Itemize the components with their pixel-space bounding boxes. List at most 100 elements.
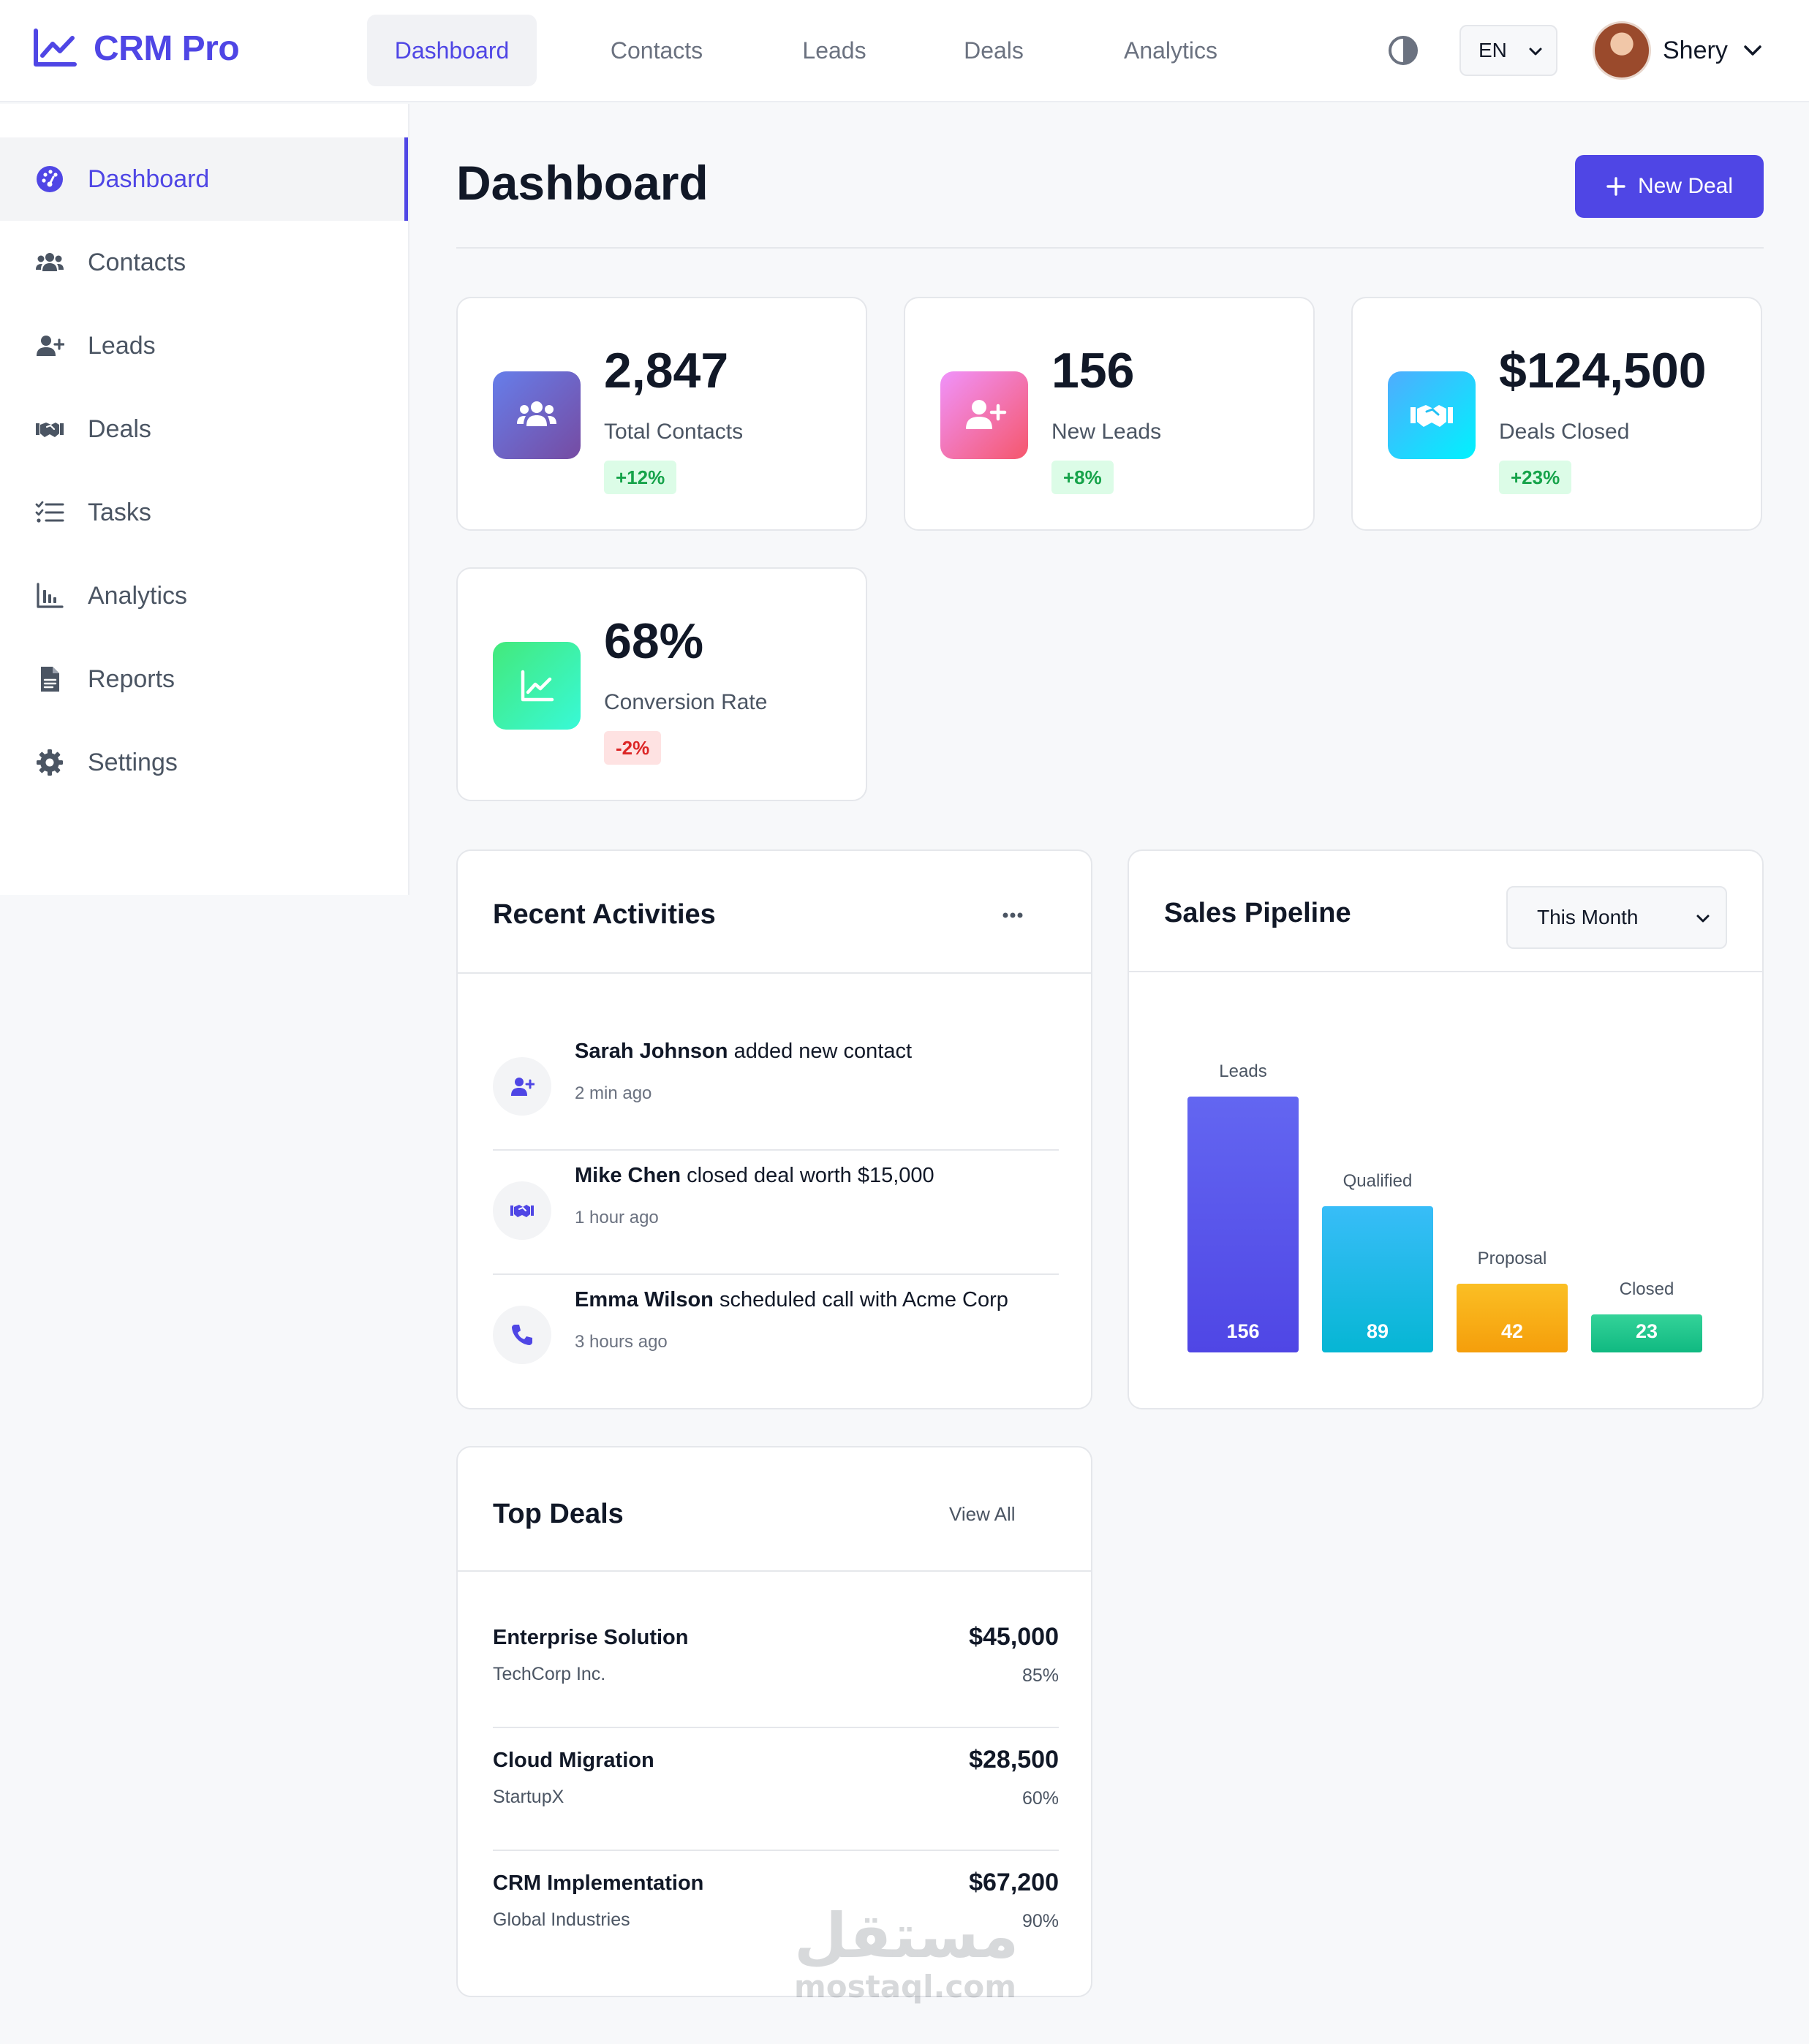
sidebar-item-settings[interactable]: Settings <box>0 721 408 804</box>
plus-icon <box>1606 177 1625 196</box>
activity-action: added new contact <box>733 1040 913 1063</box>
sidebar-item-deals[interactable]: Deals <box>0 387 408 471</box>
page-title: Dashboard <box>456 156 709 210</box>
chevron-down-icon <box>1696 915 1710 923</box>
activity-item[interactable]: Mike Chen closed deal worth $15,000 1 ho… <box>493 1151 1059 1275</box>
panel-divider <box>458 972 1091 974</box>
pipeline-chart: 156 Leads 89 Qualified 42 Proposal 23 Closed <box>1129 972 1762 1408</box>
pipeline-bar-value: 89 <box>1366 1320 1389 1342</box>
top-navbar: CRM Pro Dashboard Contacts Leads Deals A… <box>0 0 1809 102</box>
deal-name: CRM Implementation <box>493 1871 704 1895</box>
activity-icon-bg <box>493 1181 551 1240</box>
stat-icon-bg <box>1388 371 1476 459</box>
activity-time: 1 hour ago <box>575 1208 659 1227</box>
file-icon <box>41 667 59 692</box>
deal-amount: $28,500 <box>969 1746 1059 1774</box>
deal-company: TechCorp Inc. <box>493 1664 606 1684</box>
stat-card-new-leads: 156 New Leads +8% <box>904 297 1315 531</box>
panel-divider <box>1129 971 1762 972</box>
stat-change-badge: -2% <box>604 731 662 765</box>
activity-item[interactable]: Sarah Johnson added new contact 2 min ag… <box>493 1026 1059 1151</box>
deal-name: Enterprise Solution <box>493 1626 689 1649</box>
activity-time: 2 min ago <box>575 1083 652 1103</box>
sidebar-item-reports[interactable]: Reports <box>0 637 408 721</box>
sidebar-item-tasks[interactable]: Tasks <box>0 471 408 554</box>
stat-card-conversion-rate: 68% Conversion Rate -2% <box>456 567 867 801</box>
tasks-icon <box>35 501 64 523</box>
sidebar-item-contacts[interactable]: Contacts <box>0 221 408 304</box>
more-options-icon[interactable] <box>1002 911 1024 920</box>
sidebar-item-label: Analytics <box>88 581 188 610</box>
chart-line-icon <box>521 670 554 702</box>
activity-text: Emma Wilson scheduled call with Acme Cor… <box>575 1288 1008 1312</box>
stat-change-badge: +23% <box>1499 461 1572 494</box>
stat-value: 68% <box>604 613 704 669</box>
stat-icon-bg <box>493 642 581 730</box>
deal-row[interactable]: CRM Implementation Global Industries $67… <box>493 1851 1059 1974</box>
topnav-leads[interactable]: Leads <box>802 37 866 64</box>
sidebar: Dashboard Contacts Leads Deals Tasks <box>0 104 409 895</box>
deal-amount: $45,000 <box>969 1623 1059 1651</box>
deal-name: Cloud Migration <box>493 1749 654 1772</box>
brand-name: CRM Pro <box>94 29 240 68</box>
new-deal-button[interactable]: New Deal <box>1575 155 1764 218</box>
deal-row[interactable]: Enterprise Solution TechCorp Inc. $45,00… <box>493 1605 1059 1728</box>
stat-value: 2,847 <box>604 343 729 398</box>
phone-icon <box>512 1325 532 1345</box>
pipeline-bar-closed <box>1591 1314 1702 1352</box>
user-plus-icon <box>966 400 1007 429</box>
pipeline-bar-label: Proposal <box>1477 1248 1547 1268</box>
pipeline-bar-label: Closed <box>1619 1279 1674 1300</box>
deal-probability: 60% <box>1021 1788 1059 1809</box>
sidebar-item-label: Tasks <box>88 498 151 526</box>
topnav-analytics[interactable]: Analytics <box>1123 37 1218 64</box>
deal-divider <box>493 1850 1059 1851</box>
activity-action: closed deal worth $15,000 <box>687 1164 934 1187</box>
avatar[interactable] <box>1593 21 1651 80</box>
stat-label: Total Contacts <box>604 420 744 444</box>
bar-chart-icon <box>37 583 64 608</box>
activity-icon-bg <box>493 1306 551 1364</box>
topnav-deals[interactable]: Deals <box>964 37 1024 64</box>
dashboard-icon <box>37 166 63 192</box>
language-select[interactable]: EN <box>1459 25 1557 76</box>
topnav-dashboard[interactable]: Dashboard <box>367 15 537 86</box>
stat-label: New Leads <box>1051 420 1162 444</box>
sidebar-item-label: Deals <box>88 415 151 443</box>
panel-title: Sales Pipeline <box>1164 898 1351 928</box>
activity-user: Mike Chen <box>575 1164 681 1187</box>
period-select[interactable]: This Month <box>1506 886 1727 949</box>
sidebar-item-label: Contacts <box>88 248 186 276</box>
deal-company: StartupX <box>493 1787 564 1807</box>
stat-label: Deals Closed <box>1499 420 1630 444</box>
watermark-latin: mostaql.com <box>794 1969 1016 2005</box>
users-icon <box>36 253 64 271</box>
deal-row[interactable]: Cloud Migration StartupX $28,500 60% <box>493 1728 1059 1851</box>
handshake-icon <box>510 1205 534 1217</box>
chevron-down-icon <box>1529 48 1542 56</box>
topnav-contacts[interactable]: Contacts <box>610 37 703 64</box>
user-menu[interactable]: Shery <box>1593 20 1764 80</box>
sales-pipeline-panel: Sales Pipeline This Month 156 Leads 89 Qual… <box>1128 849 1764 1409</box>
stat-change-badge: +12% <box>604 461 677 494</box>
stat-card-total-contacts: 2,847 Total Contacts +12% <box>456 297 867 531</box>
pipeline-bar-value: 42 <box>1500 1320 1524 1342</box>
sidebar-item-leads[interactable]: Leads <box>0 304 408 387</box>
deal-divider <box>493 1727 1059 1728</box>
top-deals-panel: Top Deals View All Enterprise Solution T… <box>456 1446 1092 1997</box>
activity-divider <box>493 1149 1059 1151</box>
activity-item[interactable]: Emma Wilson scheduled call with Acme Cor… <box>493 1275 1059 1399</box>
user-plus-icon <box>37 336 64 356</box>
view-all-link[interactable]: View All <box>949 1503 1016 1525</box>
activity-icon-bg <box>493 1057 551 1116</box>
title-divider <box>456 247 1764 249</box>
stat-change-badge: +8% <box>1051 461 1114 494</box>
pipeline-bar-leads <box>1187 1097 1299 1352</box>
brand-logo[interactable]: CRM Pro <box>32 28 240 69</box>
stat-icon-bg <box>493 371 581 459</box>
theme-toggle-icon[interactable] <box>1386 34 1420 67</box>
deal-amount: $67,200 <box>969 1869 1059 1896</box>
sidebar-item-analytics[interactable]: Analytics <box>0 554 408 637</box>
sidebar-item-label: Reports <box>88 665 175 693</box>
sidebar-item-dashboard[interactable]: Dashboard <box>0 137 408 221</box>
